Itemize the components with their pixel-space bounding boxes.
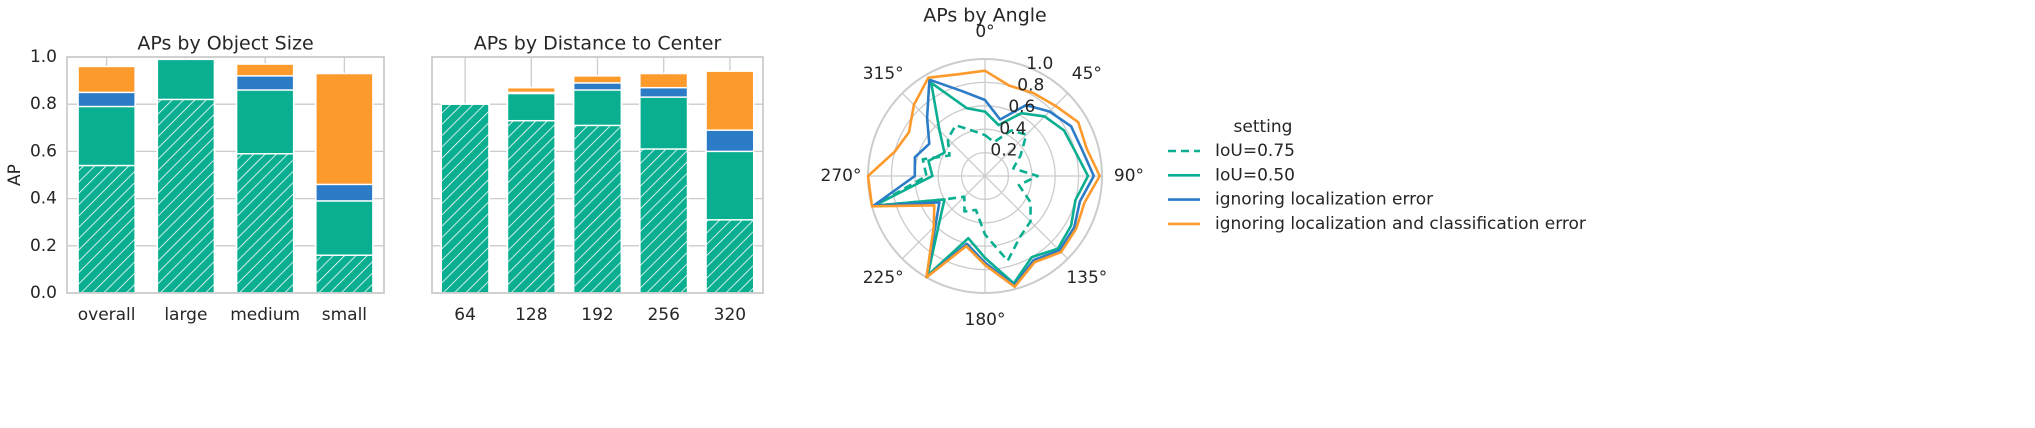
spoke [901, 175, 986, 260]
grid-circle [937, 128, 1033, 224]
y-axis-label: AP [5, 164, 25, 186]
polar-line [872, 124, 1039, 263]
y-tick-label: 0.2 [30, 236, 57, 256]
bar [440, 103, 490, 294]
y-tick-label: 0.0 [30, 283, 57, 303]
legend-label: ignoring localization and classification… [1215, 214, 1586, 234]
plot-frame [66, 56, 385, 294]
x-tick-label: overall [78, 305, 136, 325]
x-tick-label: 128 [515, 305, 547, 325]
r-tick-label: 0.4 [999, 119, 1026, 139]
polar-line [871, 78, 1096, 287]
bar [639, 148, 689, 294]
chart-title: APs by Angle [923, 5, 1046, 27]
x-tick-label: 192 [581, 305, 613, 325]
chart-title: APs by Distance to Center [474, 33, 722, 55]
theta-tick-label: 90° [1114, 166, 1144, 186]
x-tick-label: medium [230, 305, 300, 325]
theta-tick-label: 225° [863, 268, 904, 288]
bar [572, 124, 623, 294]
spoke [984, 92, 1069, 177]
bar [156, 98, 216, 294]
r-tick-label: 0.2 [990, 140, 1017, 160]
bar [506, 119, 556, 294]
x-tick-label: 256 [647, 305, 679, 325]
theta-tick-label: 315° [863, 64, 904, 84]
y-tick-label: 1.0 [30, 47, 57, 67]
r-tick-label: 0.8 [1017, 76, 1044, 96]
chart-title: APs by Object Size [137, 33, 313, 55]
x-tick-label: 64 [454, 305, 476, 325]
y-tick-label: 0.8 [30, 94, 57, 114]
legend-label: ignoring localization error [1215, 190, 1433, 210]
spoke [984, 175, 1069, 260]
plot-frame [431, 56, 764, 294]
grid-circle [890, 81, 1080, 271]
y-tick-label: 0.6 [30, 141, 57, 161]
x-tick-label: large [164, 305, 207, 325]
polar-line [866, 69, 1101, 289]
theta-tick-label: 270° [821, 166, 862, 186]
theta-tick-label: 180° [965, 310, 1006, 330]
legend-label: IoU=0.75 [1215, 141, 1295, 161]
x-tick-label: 320 [714, 305, 746, 325]
legend-label: IoU=0.50 [1215, 165, 1295, 185]
bar [235, 153, 295, 294]
legend-title: setting [1234, 117, 1293, 137]
bar [705, 219, 755, 294]
r-tick-label: 1.0 [1026, 54, 1053, 74]
bar [77, 164, 136, 294]
theta-tick-label: 0° [975, 22, 994, 42]
x-tick-label: small [322, 305, 367, 325]
polar-line [872, 81, 1090, 285]
bar [315, 254, 374, 294]
grid-circle [960, 151, 1010, 201]
spoke [901, 92, 986, 177]
y-tick-label: 0.4 [30, 189, 57, 209]
theta-tick-label: 45° [1072, 64, 1102, 84]
r-tick-label: 0.6 [1008, 97, 1035, 117]
theta-tick-label: 135° [1066, 268, 1107, 288]
